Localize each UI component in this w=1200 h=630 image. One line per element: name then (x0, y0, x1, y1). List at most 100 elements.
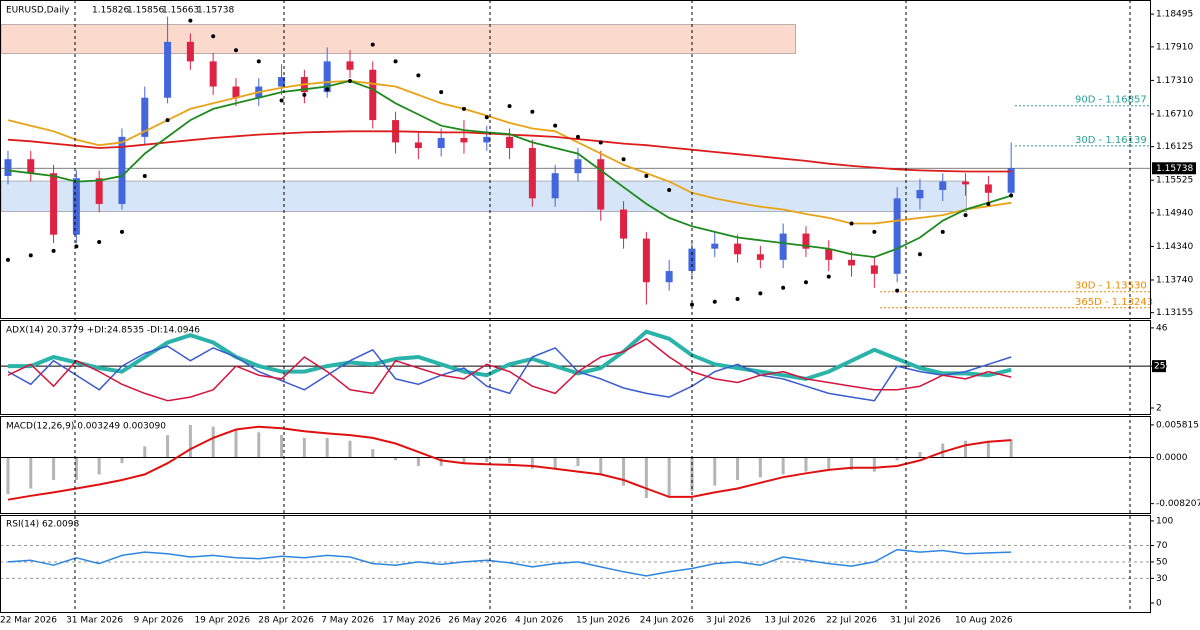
y-tick-label: 1.14340 (1156, 242, 1193, 252)
x-tick-label: 28 Apr 2026 (258, 616, 314, 626)
x-tick-label: 9 Apr 2026 (133, 616, 183, 626)
candle-body (323, 61, 331, 93)
histogram-bar (234, 429, 238, 458)
sar-dot (439, 90, 444, 95)
level-label: 25 (1154, 362, 1165, 372)
histogram-bar (713, 457, 717, 486)
sar-dot (803, 280, 808, 285)
candle-body (164, 41, 172, 98)
histogram-bar (257, 432, 261, 458)
histogram-bar (166, 435, 170, 458)
histogram-bar (872, 457, 876, 472)
histogram-bar (736, 457, 740, 481)
histogram-bar (758, 457, 762, 478)
sar-dot (940, 229, 945, 234)
y-tick-label: 1.14940 (1156, 208, 1193, 218)
histogram-bar (74, 457, 78, 481)
histogram-bar (485, 457, 489, 463)
sar-dot (28, 253, 33, 258)
candle-body (278, 77, 286, 87)
sar-dot (644, 173, 649, 178)
y-tick-label: 1.17910 (1156, 42, 1193, 52)
y-tick-label: 46 (1156, 323, 1168, 333)
sar-dot (963, 213, 968, 218)
candle-body (711, 243, 719, 249)
x-tick-label: 17 May 2026 (382, 616, 441, 626)
y-tick-label: 1.17310 (1156, 76, 1193, 86)
sar-dot (211, 34, 216, 39)
histogram-bar (508, 457, 512, 464)
indicator-line (7, 338, 1012, 402)
candle-body (209, 61, 217, 87)
histogram-bar (964, 440, 968, 458)
candle-body (186, 41, 194, 62)
histogram-bar (143, 446, 147, 458)
sar-dot (233, 48, 238, 53)
y-tick-label: 50 (1156, 557, 1168, 567)
histogram-bar (781, 457, 785, 475)
sar-dot (51, 248, 56, 253)
x-tick-label: 13 Jul 2026 (765, 616, 816, 626)
histogram-bar (325, 437, 329, 458)
sar-dot (689, 302, 694, 307)
sar-dot (370, 42, 375, 47)
signal-line (7, 425, 1012, 501)
x-tick-label: 3 Jul 2026 (706, 616, 751, 626)
histogram-bar (439, 457, 443, 466)
moving-average (7, 79, 1012, 225)
histogram-bar (850, 457, 854, 470)
indicator-line (7, 548, 1012, 577)
sar-dot (461, 106, 466, 111)
sar-dot (279, 98, 284, 103)
histogram-bar (644, 457, 648, 499)
macd-title: MACD(12,26,9) 0.003249 0.003090 (6, 422, 166, 432)
histogram-bar (918, 451, 922, 458)
y-tick-label: 70 (1156, 541, 1168, 551)
histogram-bar (895, 457, 899, 461)
sar-dot (849, 221, 854, 226)
sar-dot (165, 118, 170, 123)
candle-body (4, 159, 12, 176)
y-tick-label: 1.16710 (1156, 109, 1193, 119)
histogram-bar (394, 457, 398, 461)
histogram-bar (827, 457, 831, 469)
sar-dot (507, 104, 512, 109)
candle-body (779, 233, 787, 260)
candle-body (369, 69, 377, 121)
candle-body (414, 142, 422, 149)
zone (0, 180, 967, 213)
sar-dot (393, 59, 398, 64)
level-label: 365D - 1.13243 (1075, 297, 1153, 308)
sar-dot (97, 239, 102, 244)
x-tick-label: 19 Apr 2026 (194, 616, 250, 626)
x-tick-label: 31 Jul 2026 (890, 616, 941, 626)
level-label: 30D - 1.16139 (1075, 135, 1147, 146)
pane-frame (0, 0, 1151, 319)
last-price-box (1152, 162, 1196, 175)
sar-dot (188, 18, 193, 23)
histogram-bar (120, 457, 124, 464)
histogram-bar (622, 457, 626, 486)
y-tick-label: 1.13740 (1156, 275, 1193, 285)
histogram-bar (52, 457, 56, 481)
sar-dot (302, 92, 307, 97)
sar-dot (142, 173, 147, 178)
histogram-bar (462, 457, 466, 464)
histogram-bar (280, 435, 284, 458)
zone (0, 24, 796, 54)
candle-body (825, 248, 833, 260)
ohlc-value: 1.15663 (162, 6, 199, 16)
x-tick-label: 22 Jul 2026 (826, 616, 877, 626)
histogram-bar (986, 440, 990, 458)
candle-body (437, 137, 445, 149)
candle-body (118, 136, 126, 204)
candle-body (756, 254, 764, 260)
moving-average (7, 79, 1012, 259)
pane-frame (0, 416, 1151, 514)
candle-body (528, 148, 536, 199)
histogram-bar (29, 457, 33, 489)
y-tick-label: 0.0000 (1156, 453, 1188, 463)
sar-dot (530, 109, 535, 114)
candle-body (916, 189, 924, 199)
